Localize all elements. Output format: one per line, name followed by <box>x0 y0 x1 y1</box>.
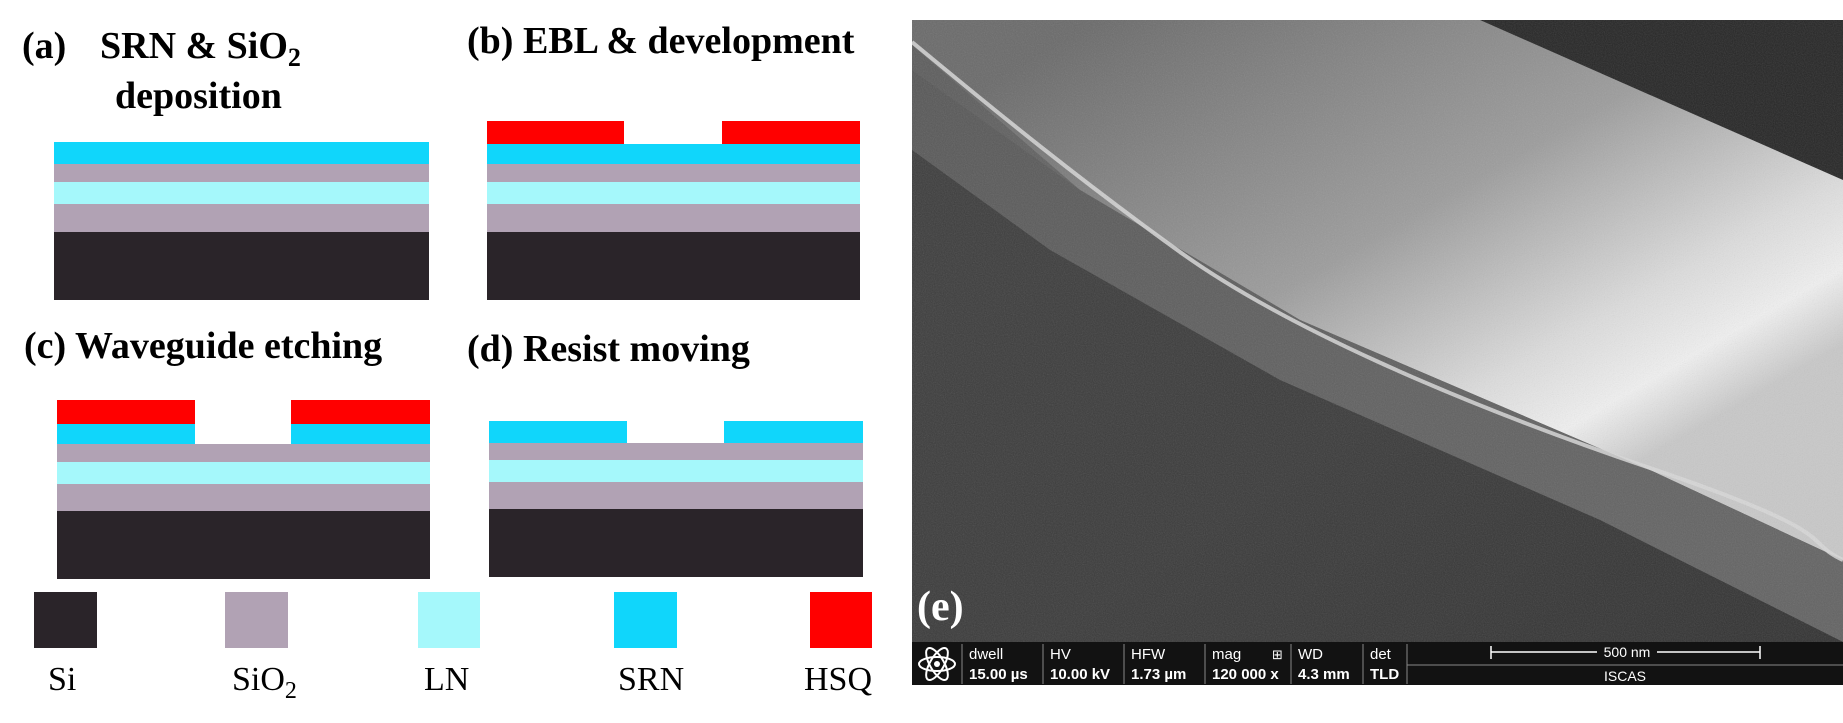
institution-label: ISCAS <box>1604 668 1646 684</box>
layer-hsq-right <box>722 121 860 144</box>
det-label: det <box>1370 646 1392 663</box>
dwell-label: dwell <box>969 646 1003 663</box>
layer-srn <box>54 142 429 164</box>
panel-e-label: (e) <box>917 584 964 630</box>
panel-b-title: (b) EBL & development <box>467 20 855 62</box>
stack-a <box>54 142 429 300</box>
layer-sio2 <box>487 204 860 232</box>
layer-hsq-left <box>487 121 624 144</box>
layer-ln <box>487 182 860 204</box>
scale-bar <box>1490 646 1761 659</box>
atom-icon <box>918 647 956 681</box>
legend-label-si: Si <box>48 661 76 698</box>
layer-sio2-top <box>57 444 430 462</box>
layer-si <box>54 232 429 300</box>
sem-image: (e) <box>912 20 1843 642</box>
layer-ln <box>54 182 429 204</box>
hfw-value: 1.73 µm <box>1131 666 1186 683</box>
mag-label: mag <box>1212 646 1241 663</box>
wd-value: 4.3 mm <box>1298 666 1350 683</box>
det-value: TLD <box>1370 666 1399 683</box>
legend-label-hsq: HSQ <box>804 661 872 698</box>
legend-swatch-ln <box>418 592 480 648</box>
stack-c <box>57 400 430 579</box>
layer-srn-left <box>489 421 627 443</box>
panel-d: (d) Resist moving <box>467 328 863 577</box>
layer-sio2-top <box>54 164 429 182</box>
mag-toggle-icon: ⊞ <box>1272 647 1283 662</box>
legend-swatch-hsq <box>810 592 872 648</box>
panel-a-title-line2: deposition <box>115 75 282 117</box>
dwell-value: 15.00 µs <box>969 666 1028 683</box>
layer-sio2 <box>489 482 863 509</box>
panel-a-label: (a) <box>22 25 66 67</box>
layer-sio2 <box>57 484 430 511</box>
layer-si <box>487 232 860 300</box>
panel-a-title: SRN & SiO2 <box>100 25 301 72</box>
stack-d <box>489 421 863 577</box>
panel-b: (b) EBL & development <box>467 20 860 300</box>
panel-c-title: (c) Waveguide etching <box>24 325 382 367</box>
layer-ln <box>57 462 430 484</box>
layer-srn-right <box>724 421 863 443</box>
layer-si <box>489 509 863 577</box>
legend-swatch-srn <box>614 592 677 648</box>
legend-swatch-sio2 <box>225 592 288 648</box>
panel-d-title: (d) Resist moving <box>467 328 750 370</box>
panel-c: (c) Waveguide etching <box>24 325 430 579</box>
hv-label: HV <box>1050 646 1071 663</box>
layer-si <box>57 511 430 579</box>
layer-srn <box>487 144 860 164</box>
layer-hsq-right <box>291 400 430 424</box>
wd-label: WD <box>1298 646 1323 663</box>
legend-label-sio2: SiO2 <box>232 661 297 704</box>
layer-srn-right <box>291 424 430 444</box>
legend: Si SiO2 LN SRN HSQ <box>34 592 872 704</box>
mag-value: 120 000 x <box>1212 666 1279 683</box>
legend-swatch-si <box>34 592 97 648</box>
svg-text:(a): (a) <box>22 25 66 67</box>
layer-sio2-top <box>489 443 863 460</box>
layer-srn-left <box>57 424 195 444</box>
sem-info-bar: dwell 15.00 µs HV 10.00 kV HFW 1.73 µm m… <box>912 642 1843 685</box>
hv-value: 10.00 kV <box>1050 666 1110 683</box>
legend-label-srn: SRN <box>618 661 684 698</box>
layer-hsq-left <box>57 400 195 424</box>
layer-ln <box>489 460 863 482</box>
scale-bar-label: 500 nm <box>1604 644 1651 660</box>
legend-label-ln: LN <box>424 661 469 698</box>
stack-b <box>487 121 860 300</box>
layer-sio2-top <box>487 164 860 182</box>
hfw-label: HFW <box>1131 646 1166 663</box>
layer-sio2 <box>54 204 429 232</box>
panel-a: (a) SRN & SiO2 deposition <box>22 25 429 300</box>
